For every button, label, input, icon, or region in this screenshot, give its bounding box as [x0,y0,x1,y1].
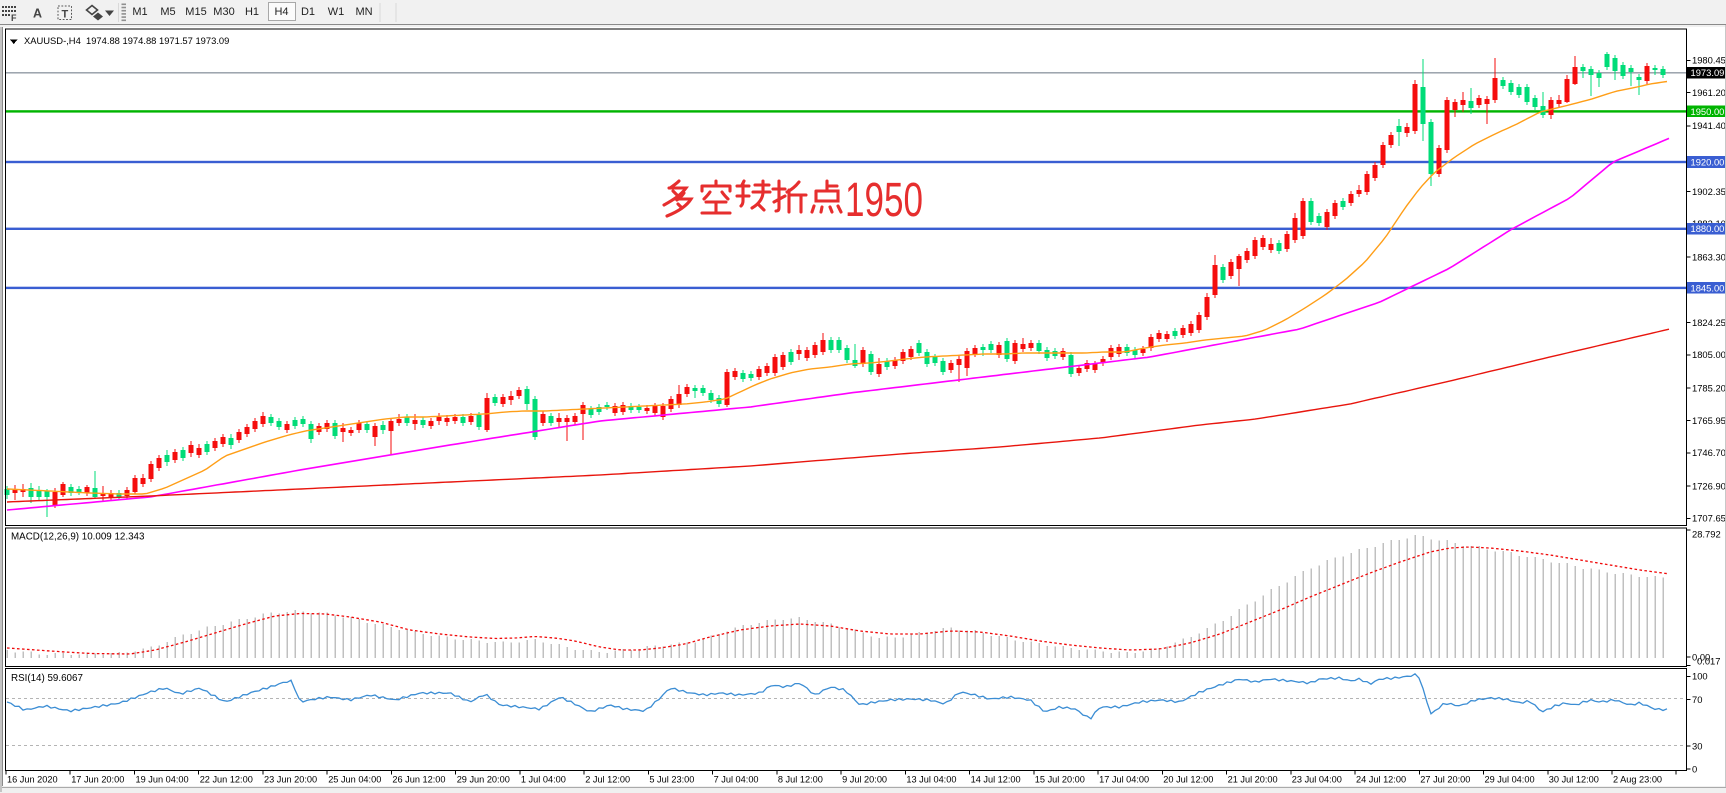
svg-text:15 Jul 20:00: 15 Jul 20:00 [1035,774,1085,784]
svg-text:1880.00: 1880.00 [1691,223,1725,234]
svg-text:0.00: 0.00 [1692,651,1710,662]
svg-text:23 Jul 04:00: 23 Jul 04:00 [1292,774,1342,784]
svg-text:F: F [11,13,17,23]
svg-text:1973.09: 1973.09 [1691,67,1725,78]
svg-text:MACD(12,26,9) 10.009 12.343: MACD(12,26,9) 10.009 12.343 [11,532,145,543]
svg-text:1863.30: 1863.30 [1692,251,1726,262]
svg-text:1980.45: 1980.45 [1692,55,1726,66]
svg-text:1845.00: 1845.00 [1691,282,1725,293]
svg-text:5 Jul 23:00: 5 Jul 23:00 [649,774,694,784]
svg-text:19 Jun 04:00: 19 Jun 04:00 [136,774,189,784]
svg-text:1726.90: 1726.90 [1692,480,1726,491]
svg-text:16 Jun 2020: 16 Jun 2020 [7,774,58,784]
svg-text:7 Jul 04:00: 7 Jul 04:00 [714,774,759,784]
svg-text:2 Aug 23:00: 2 Aug 23:00 [1613,774,1662,784]
svg-text:17 Jul 04:00: 17 Jul 04:00 [1099,774,1149,784]
svg-text:20 Jul 12:00: 20 Jul 12:00 [1163,774,1213,784]
svg-text:8 Jul 12:00: 8 Jul 12:00 [778,774,823,784]
svg-text:27 Jul 20:00: 27 Jul 20:00 [1420,774,1470,784]
svg-text:23 Jun 20:00: 23 Jun 20:00 [264,774,317,784]
svg-text:29 Jul 04:00: 29 Jul 04:00 [1485,774,1535,784]
svg-text:30: 30 [1692,740,1702,751]
svg-text:30 Jul 12:00: 30 Jul 12:00 [1549,774,1599,784]
svg-text:22 Jun 12:00: 22 Jun 12:00 [200,774,253,784]
svg-text:1785.20: 1785.20 [1692,383,1726,394]
svg-text:28.792: 28.792 [1692,528,1721,539]
svg-text:1707.65: 1707.65 [1692,513,1726,524]
svg-text:1920.00: 1920.00 [1691,156,1725,167]
svg-text:A: A [33,7,42,21]
svg-text:RSI(14) 59.6067: RSI(14) 59.6067 [11,673,83,684]
svg-text:T: T [62,9,69,21]
svg-text:1961.20: 1961.20 [1692,87,1726,98]
svg-text:2 Jul 12:00: 2 Jul 12:00 [585,774,630,784]
svg-text:0: 0 [1692,763,1697,774]
svg-text:26 Jun 12:00: 26 Jun 12:00 [392,774,445,784]
svg-text:1941.40: 1941.40 [1692,120,1726,131]
svg-text:1902.35: 1902.35 [1692,186,1726,197]
svg-text:21 Jul 20:00: 21 Jul 20:00 [1228,774,1278,784]
svg-text:14 Jul 12:00: 14 Jul 12:00 [971,774,1021,784]
svg-text:XAUUSD-,H4 1974.88 1974.88 19: XAUUSD-,H4 1974.88 1974.88 1971.57 1973.… [24,35,229,46]
svg-text:100: 100 [1692,671,1708,682]
svg-text:1746.70: 1746.70 [1692,447,1726,458]
svg-text:1765.95: 1765.95 [1692,415,1726,426]
svg-text:0.017: 0.017 [1697,655,1720,666]
svg-text:1824.25: 1824.25 [1692,317,1726,328]
svg-text:17 Jun 20:00: 17 Jun 20:00 [71,774,124,784]
svg-text:13 Jul 04:00: 13 Jul 04:00 [906,774,956,784]
svg-text:1 Jul 04:00: 1 Jul 04:00 [521,774,566,784]
svg-text:24 Jul 12:00: 24 Jul 12:00 [1356,774,1406,784]
svg-text:1950: 1950 [845,174,923,227]
svg-text:1950.00: 1950.00 [1691,106,1725,117]
svg-text:70: 70 [1692,694,1702,705]
svg-text:29 Jun 20:00: 29 Jun 20:00 [457,774,510,784]
svg-text:1805.00: 1805.00 [1692,349,1726,360]
svg-text:9 Jul 20:00: 9 Jul 20:00 [842,774,887,784]
svg-text:25 Jun 04:00: 25 Jun 04:00 [328,774,381,784]
